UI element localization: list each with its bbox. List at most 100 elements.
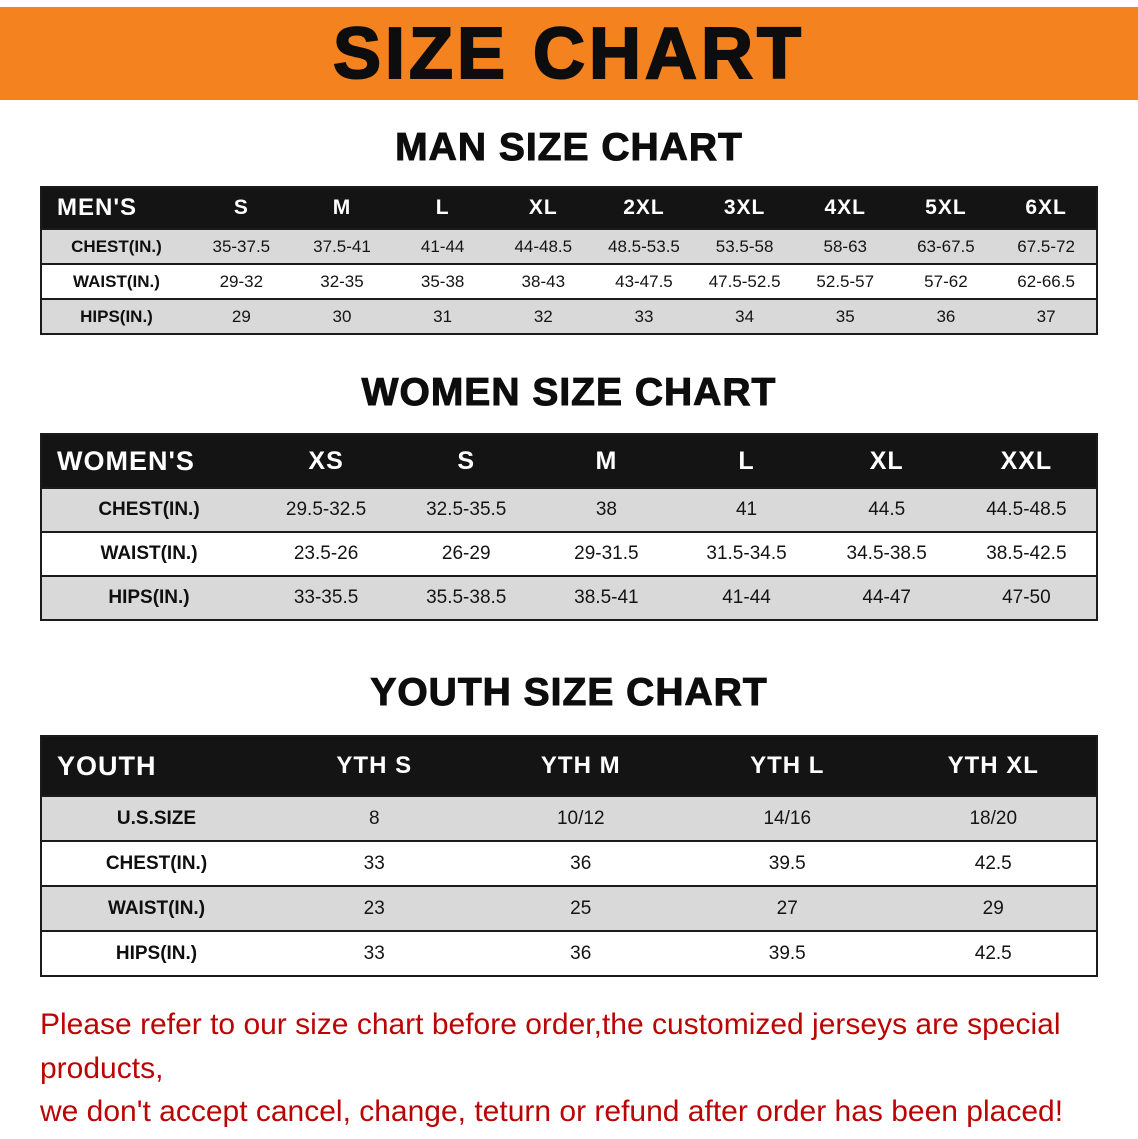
women-cell-r1c0: 23.5-26 [293, 543, 359, 564]
women-cell-r1c1: 26-29 [441, 543, 491, 564]
men-header-l: L [435, 196, 450, 219]
youth-row-label-waist-in: WAIST(IN.) [107, 897, 206, 919]
men-row-hips-in: HIPS(IN.) 29 30 31 32 33 34 35 36 37 [41, 299, 1097, 334]
women-size-table: WOMEN'S XS S M L XL XXL CHEST(IN.) 29.5-32.5 32.… [40, 433, 1098, 621]
youth-cell-r0c3: 18/20 [969, 807, 1018, 829]
youth-header-yth-xl: YTH XL [947, 752, 1039, 779]
women-cell-r0c1: 32.5-35.5 [426, 499, 507, 520]
women-row-waist-in: WAIST(IN.) 23.5-26 26-29 29-31.5 31.5-34.5 34… [41, 532, 1097, 576]
men-header-s: S [233, 196, 249, 219]
women-header-l: L [738, 446, 755, 475]
men-cell-r2c1: 30 [332, 306, 352, 326]
men-row-chest-in: CHEST(IN.) 35-37.5 37.5-41 41-44 44-48.5 48.5… [41, 229, 1097, 264]
youth-row-label-u-s-size: U.S.SIZE [116, 807, 197, 829]
youth-size-section: YOUTH SIZE CHART YOUTH YTH S YTH M YTH L YTH… [0, 671, 1138, 977]
men-row-waist-in: WAIST(IN.) 29-32 32-35 35-38 38-43 43-47.5 47.… [41, 264, 1097, 299]
youth-section-title: YOUTH SIZE CHART [370, 671, 768, 715]
youth-cell-r0c2: 14/16 [763, 807, 812, 829]
women-cell-r1c2: 29-31.5 [574, 543, 639, 564]
footer-note: Please refer to our size chart before or… [40, 1003, 1100, 1134]
women-header-xxl: XXL [1000, 446, 1053, 475]
men-row-label-chest-in: CHEST(IN.) [71, 236, 162, 256]
youth-header-row: YOUTH YTH S YTH M YTH L YTH XL [41, 736, 1097, 796]
men-cell-r1c5: 47.5-52.5 [708, 271, 781, 291]
women-cell-r0c3: 41 [735, 499, 758, 520]
men-header-row: MEN'S S M L XL 2XL 3XL 4XL 5XL 6XL [41, 187, 1097, 229]
women-row-hips-in: HIPS(IN.) 33-35.5 35.5-38.5 38.5-41 41-44 44-… [41, 576, 1097, 620]
men-header-6xl: 6XL [1025, 196, 1067, 219]
youth-header-yth-l: YTH L [750, 752, 825, 779]
men-cell-r2c3: 32 [533, 306, 553, 326]
men-cell-r1c3: 38-43 [521, 271, 566, 291]
youth-row-waist-in: WAIST(IN.) 23 25 27 29 [41, 886, 1097, 931]
youth-cell-r2c1: 25 [570, 897, 592, 919]
youth-cell-r1c3: 42.5 [974, 852, 1012, 874]
men-header-m: M [332, 196, 352, 219]
women-cell-r1c5: 38.5-42.5 [986, 543, 1067, 564]
men-cell-r0c0: 35-37.5 [212, 236, 271, 256]
men-cell-r1c7: 57-62 [924, 271, 968, 291]
women-row-chest-in: CHEST(IN.) 29.5-32.5 32.5-35.5 38 41 44.5 44.5… [41, 488, 1097, 532]
women-header-s: S [457, 446, 476, 475]
women-cell-r2c3: 41-44 [722, 587, 771, 608]
women-cell-r0c2: 38 [595, 499, 617, 520]
women-cell-r1c3: 31.5-34.5 [706, 543, 787, 564]
youth-cell-r3c1: 36 [570, 942, 592, 964]
page-title: SIZE CHART [332, 13, 805, 94]
youth-cell-r3c2: 39.5 [768, 942, 806, 964]
women-section-title: WOMEN SIZE CHART [361, 371, 777, 415]
men-cell-r0c3: 44-48.5 [514, 236, 573, 256]
women-size-section: WOMEN SIZE CHART WOMEN'S XS S M L XL XXL CHEST… [0, 371, 1138, 621]
women-header-xs: XS [308, 446, 344, 475]
youth-cell-r3c0: 33 [363, 942, 385, 964]
size-chart-page: SIZE CHART MAN SIZE CHART MEN'S S M L XL 2XL 3… [0, 7, 1138, 1134]
youth-table-label: YOUTH [57, 750, 157, 781]
men-header-4xl: 4XL [824, 196, 867, 219]
women-cell-r2c4: 44-47 [862, 587, 911, 608]
youth-cell-r2c2: 27 [776, 897, 798, 919]
men-row-label-hips-in: HIPS(IN.) [80, 306, 153, 326]
men-size-section: MAN SIZE CHART MEN'S S M L XL 2XL 3XL 4XL 5XL 6XL… [0, 126, 1138, 335]
youth-header-yth-s: YTH S [336, 752, 413, 779]
women-header-m: M [595, 446, 618, 475]
youth-size-table: YOUTH YTH S YTH M YTH L YTH XL U.S.SIZE 8 10/1… [40, 735, 1098, 977]
youth-cell-r1c0: 33 [363, 852, 385, 874]
youth-row-hips-in: HIPS(IN.) 33 36 39.5 42.5 [41, 931, 1097, 976]
men-cell-r0c1: 37.5-41 [313, 236, 371, 256]
youth-row-label-hips-in: HIPS(IN.) [115, 942, 198, 964]
youth-cell-r1c2: 39.5 [768, 852, 806, 874]
men-cell-r1c6: 52.5-57 [816, 271, 875, 291]
men-cell-r2c8: 37 [1036, 306, 1056, 326]
men-cell-r1c4: 43-47.5 [615, 271, 673, 291]
women-table-label: WOMEN'S [57, 445, 195, 476]
women-cell-r2c5: 47-50 [1002, 587, 1051, 608]
men-cell-r0c8: 67.5-72 [1017, 236, 1075, 256]
youth-cell-r0c0: 8 [368, 807, 380, 829]
men-cell-r2c0: 29 [231, 306, 251, 326]
men-header-xl: XL [528, 196, 558, 219]
youth-row-label-chest-in: CHEST(IN.) [105, 852, 208, 874]
youth-cell-r2c3: 29 [982, 897, 1004, 919]
men-cell-r1c8: 62-66.5 [1017, 271, 1075, 291]
men-section-title: MAN SIZE CHART [395, 126, 743, 170]
women-cell-r2c2: 38.5-41 [574, 587, 639, 608]
men-header-3xl: 3XL [723, 196, 766, 219]
youth-row-chest-in: CHEST(IN.) 33 36 39.5 42.5 [41, 841, 1097, 886]
women-header-row: WOMEN'S XS S M L XL XXL [41, 434, 1097, 488]
men-cell-r2c7: 36 [936, 306, 956, 326]
men-header-2xl: 2XL [623, 196, 665, 219]
women-cell-r1c4: 34.5-38.5 [846, 543, 927, 564]
men-cell-r0c4: 48.5-53.5 [608, 236, 680, 256]
men-table-label: MEN'S [57, 194, 138, 221]
size-chart-banner: SIZE CHART [0, 7, 1138, 100]
footer-note-line1: Please refer to our size chart before or… [40, 1008, 1061, 1085]
men-cell-r1c2: 35-38 [420, 271, 465, 291]
youth-cell-r2c0: 23 [363, 897, 385, 919]
men-cell-r1c0: 29-32 [219, 271, 264, 291]
men-cell-r2c5: 34 [735, 306, 755, 326]
women-cell-r0c4: 44.5 [868, 499, 906, 520]
footer-note-line2: we don't accept cancel, change, teturn o… [40, 1095, 1064, 1128]
women-cell-r2c0: 33-35.5 [293, 587, 359, 608]
men-cell-r1c1: 32-35 [320, 271, 364, 291]
women-row-label-hips-in: HIPS(IN.) [108, 587, 190, 608]
